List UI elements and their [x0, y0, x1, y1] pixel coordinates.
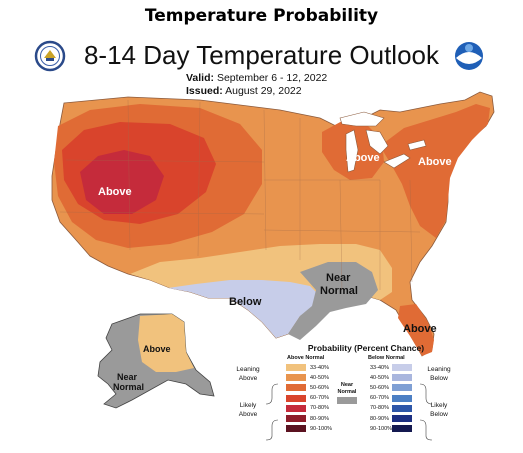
northeast-above-region [380, 104, 490, 238]
lake-michigan [345, 129, 359, 173]
legend-below-bin-label: 50-60% [370, 384, 389, 391]
legend-leaning-above-1: Leaning [236, 366, 260, 373]
lake-superior [339, 111, 385, 127]
legend-below-bin-swatch [392, 404, 412, 412]
legend-below-bin-swatch [392, 374, 412, 382]
legend-below-header: Below Normal [368, 355, 405, 361]
valid-label: Valid: [186, 72, 215, 84]
legend-above-bin-label: 50-60% [310, 384, 329, 391]
legend-below-bin-swatch [392, 425, 412, 433]
lake-huron [365, 129, 389, 155]
legend-below-bin-label: 90-100% [370, 425, 393, 432]
legend-above-bin-label: 60-70% [310, 395, 329, 402]
legend-above-bin-swatch [286, 364, 306, 371]
legend-likely-above-1: Likely [239, 402, 257, 409]
legend-above-bin-label: 33-40% [310, 364, 329, 371]
map-title: 8-14 Day Temperature Outlook [83, 40, 440, 70]
legend-below-bin-swatch [392, 394, 412, 402]
alaska-map [97, 313, 215, 409]
lake-ontario [407, 139, 427, 151]
page-title: Temperature Probability [144, 6, 379, 26]
legend-title: Probability (Percent Chance) [307, 343, 425, 353]
conus-map [51, 91, 495, 357]
valid-dates: Valid: September 6 - 12, 2022 [186, 72, 327, 84]
legend-below-bin-label: 33-40% [370, 364, 389, 371]
legend-above-bin-swatch [286, 404, 306, 412]
legend-above-bin-label: 70-80% [310, 405, 329, 412]
region-label-alaska-near-normal-1: Near [117, 372, 138, 382]
region-label-florida-above: Above [403, 323, 437, 335]
legend-above-bin-swatch [286, 374, 306, 382]
region-label-northeast-above: Above [418, 156, 452, 168]
florida-above-region [398, 304, 434, 356]
issued-date: Issued: August 29, 2022 [186, 85, 302, 97]
legend-above-bin-swatch [286, 394, 306, 402]
alaska-above-region [138, 314, 194, 372]
legend-likely-above-2: Above [238, 411, 258, 418]
legend-below-bin-label: 70-80% [370, 405, 389, 412]
legend-below-bin-swatch [392, 364, 412, 371]
commerce-seal-logo [34, 40, 66, 72]
legend-near-normal-label-2: Normal [337, 389, 357, 395]
legend-likely-below-2: Below [430, 411, 448, 418]
legend-above-bin-label: 80-90% [310, 415, 329, 422]
legend-above-bin-swatch [286, 384, 306, 392]
issued-value: August 29, 2022 [225, 85, 302, 97]
noaa-logo [455, 42, 483, 70]
legend-leaning-below-1: Leaning [427, 366, 451, 373]
texas-below-region [168, 280, 320, 338]
region-label-south-near-normal-1: Near [326, 272, 351, 284]
legend-above-bin-label: 90-100% [310, 425, 333, 432]
valid-value: September 6 - 12, 2022 [216, 72, 328, 84]
legend-above-header: Above Normal [287, 355, 325, 361]
legend-below-bin-swatch [392, 415, 412, 422]
west-above-70-80-region [80, 150, 164, 214]
legend-above-bin-label: 40-50% [310, 374, 329, 381]
legend-likely-below-1: Likely [430, 402, 448, 409]
legend-below-bin-label: 60-70% [370, 395, 389, 402]
state-borders [59, 99, 421, 291]
legend-near-normal-swatch [337, 397, 357, 404]
legend-above-bin-swatch [286, 415, 306, 422]
legend-leaning-below-2: Below [430, 375, 448, 382]
legend-above-bin-swatch [286, 425, 306, 433]
issued-label: Issued: [186, 85, 223, 97]
region-label-south-near-normal-2: Normal [320, 285, 358, 297]
region-label-greatlakes-above: Above [346, 152, 380, 164]
legend-below-bin-label: 40-50% [370, 374, 389, 381]
legend-below-bin-swatch [392, 384, 412, 392]
legend-frame [265, 383, 433, 441]
south-near-normal-region [288, 262, 378, 340]
legend-leaning-above-2: Above [238, 375, 258, 382]
legend-near-normal-label-1: Near [340, 382, 354, 388]
region-label-alaska-above: Above [143, 344, 171, 354]
region-label-south-below: Below [229, 296, 262, 308]
region-label-alaska-near-normal-2: Normal [113, 382, 145, 392]
lake-erie [383, 153, 411, 169]
region-label-west-above: Above [98, 186, 132, 198]
legend-below-bin-label: 80-90% [370, 415, 389, 422]
